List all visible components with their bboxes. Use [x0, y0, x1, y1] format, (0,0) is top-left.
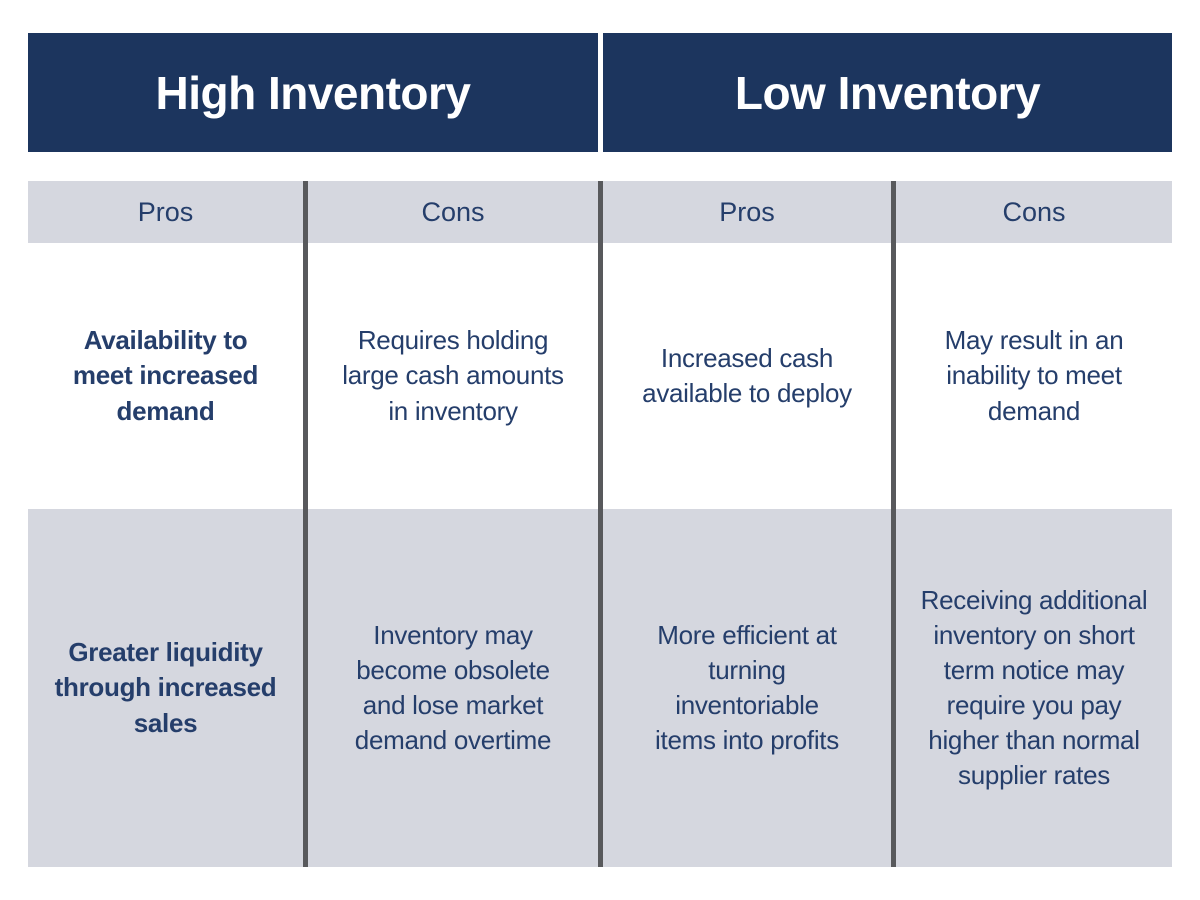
cell-low-cons-supplier-rates: Receiving additional inventory on short … [896, 509, 1172, 867]
cell-high-pros-availability: Availability to meet increased demand [72, 325, 259, 426]
cell-low-cons-demand: May result in an inability to meet deman… [944, 325, 1124, 426]
column-divider [303, 181, 308, 867]
table-row: Greater liquidity through increased sale… [28, 509, 1172, 867]
cell-low-pros-cash-deploy: Increased cash available to deploy [642, 342, 852, 408]
column-divider [598, 181, 603, 867]
column-label-high-pros: Pros [28, 181, 303, 243]
cell-high-pros-liquidity: Greater liquidity through increased sale… [28, 509, 303, 867]
header-low-inventory: Low Inventory [603, 33, 1172, 152]
column-divider [891, 181, 896, 867]
column-label-low-pros: Pros [603, 181, 891, 243]
column-label-low-cons: Cons [896, 181, 1172, 243]
cell-high-cons-cash-holding: Requires holding large cash amounts in i… [342, 325, 564, 426]
cell-high-cons-obsolete: Inventory may become obsolete and lose m… [308, 509, 598, 867]
column-label-high-cons: Cons [308, 181, 598, 243]
header-high-inventory: High Inventory [28, 33, 598, 152]
column-label-row: Pros Cons Pros Cons [28, 181, 1172, 243]
header-row: High Inventory Low Inventory [28, 33, 1172, 152]
cell-low-pros-efficiency: More efficient at turning inventoriable … [603, 509, 891, 867]
pros-cons-table: Pros Cons Pros Cons Availability to meet… [28, 181, 1172, 867]
